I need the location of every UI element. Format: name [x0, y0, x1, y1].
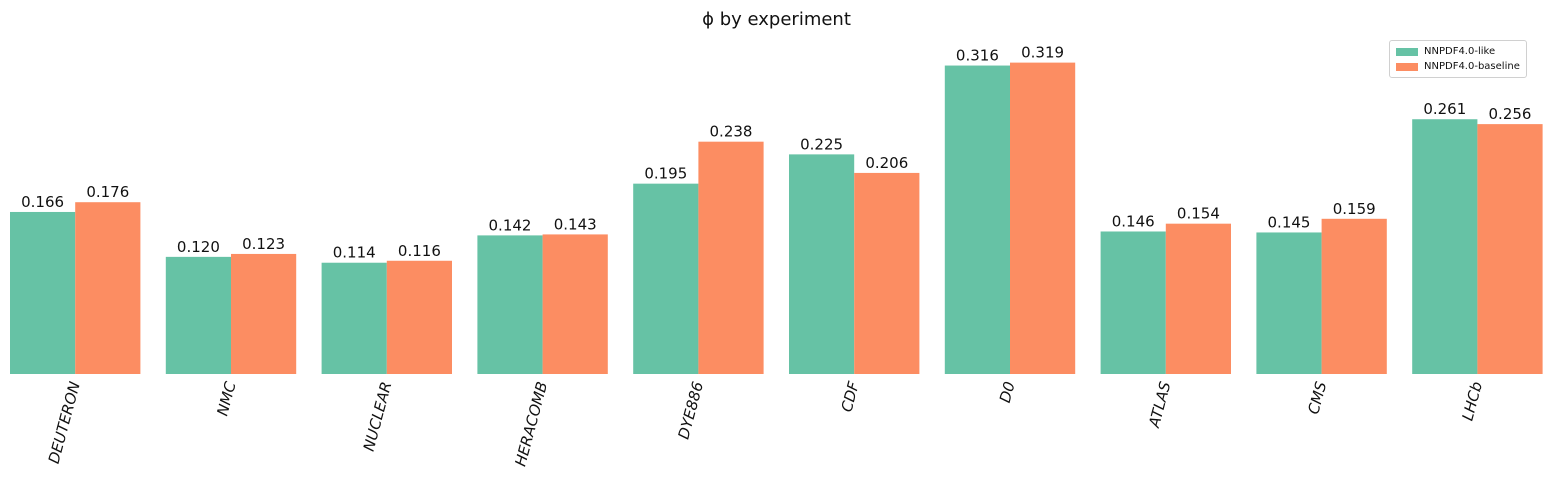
tick-label-nmc: NMC — [213, 379, 239, 418]
tick-label-cdf: CDF — [838, 379, 863, 414]
legend-swatch — [1396, 62, 1418, 71]
legend-item-like: NNPDF4.0-like — [1396, 44, 1520, 59]
legend-label: NNPDF4.0-like — [1424, 46, 1496, 57]
bar-nuclear-baseline — [386, 260, 452, 374]
data-label-nuclear-baseline: 0.116 — [398, 242, 441, 260]
data-label-d0-baseline: 0.319 — [1021, 44, 1064, 62]
bar-atlas-like — [1100, 231, 1166, 374]
data-label-lhcb-like: 0.261 — [1423, 100, 1466, 118]
data-label-cms-like: 0.145 — [1268, 213, 1311, 231]
data-label-deuteron-baseline: 0.176 — [86, 183, 129, 201]
data-label-atlas-baseline: 0.154 — [1177, 205, 1220, 223]
bar-dye886-baseline — [698, 141, 764, 374]
legend-swatch — [1396, 47, 1418, 56]
data-label-cms-baseline: 0.159 — [1333, 200, 1376, 218]
data-label-cdf-baseline: 0.206 — [865, 154, 908, 172]
tick-label-deuteron: DEUTERON — [45, 380, 84, 466]
bar-dye886-like — [633, 183, 699, 374]
data-label-heracomb-baseline: 0.143 — [554, 215, 597, 233]
legend-item-baseline: NNPDF4.0-baseline — [1396, 59, 1520, 74]
tick-label-cms: CMS — [1304, 379, 1330, 416]
tick-label-atlas: ATLAS — [1145, 379, 1175, 430]
bar-nmc-like — [165, 256, 231, 374]
data-label-nuclear-like: 0.114 — [333, 244, 376, 262]
data-label-atlas-like: 0.146 — [1112, 212, 1155, 230]
bar-heracomb-baseline — [542, 234, 608, 374]
chart-title: ϕ by experiment — [702, 9, 851, 30]
tick-label-nuclear: NUCLEAR — [360, 380, 396, 453]
data-label-nmc-baseline: 0.123 — [242, 235, 285, 253]
data-label-nmc-like: 0.120 — [177, 238, 220, 256]
bar-deuteron-like — [10, 211, 76, 374]
tick-label-lhcb: LHCb — [1458, 380, 1486, 423]
bar-deuteron-baseline — [75, 202, 141, 374]
bar-nuclear-like — [321, 262, 387, 374]
tick-label-d0: D0 — [996, 380, 1019, 405]
tick-label-dye886: DYE886 — [674, 380, 707, 441]
bar-lhcb-like — [1412, 119, 1478, 374]
bar-lhcb-baseline — [1477, 124, 1543, 374]
data-label-lhcb-baseline: 0.256 — [1489, 105, 1532, 123]
bar-d0-like — [944, 65, 1010, 375]
data-label-d0-like: 0.316 — [956, 47, 999, 65]
bar-cdf-baseline — [854, 172, 920, 374]
bar-atlas-baseline — [1165, 223, 1231, 374]
data-label-deuteron-like: 0.166 — [21, 193, 64, 211]
legend: NNPDF4.0-like NNPDF4.0-baseline — [1389, 40, 1527, 78]
bar-cms-baseline — [1321, 218, 1387, 374]
data-label-dye886-baseline: 0.238 — [710, 123, 753, 141]
bar-cdf-like — [789, 154, 855, 374]
bar-heracomb-like — [477, 235, 543, 374]
bar-cms-like — [1256, 232, 1322, 374]
legend-label: NNPDF4.0-baseline — [1424, 61, 1520, 72]
data-label-heracomb-like: 0.142 — [489, 216, 532, 234]
data-label-cdf-like: 0.225 — [800, 135, 843, 153]
bar-d0-baseline — [1010, 62, 1076, 374]
bar-nmc-baseline — [231, 253, 297, 374]
data-label-dye886-like: 0.195 — [644, 165, 687, 183]
tick-label-heracomb: HERACOMB — [511, 380, 551, 469]
